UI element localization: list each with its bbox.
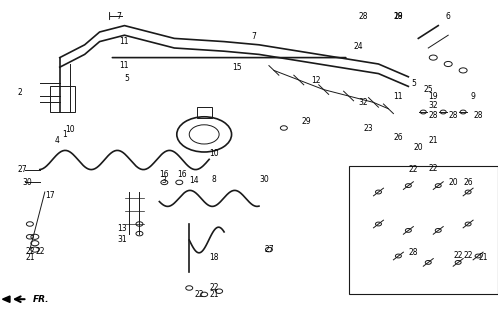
Text: 28: 28	[359, 12, 369, 20]
Bar	[50, 86, 75, 112]
Text: 15: 15	[232, 63, 242, 72]
Text: 7: 7	[251, 32, 256, 41]
Text: 2: 2	[17, 88, 22, 97]
Text: 28: 28	[393, 12, 403, 20]
Text: 10: 10	[65, 125, 75, 134]
Text: 22: 22	[428, 164, 438, 172]
Text: 24: 24	[354, 42, 364, 51]
Text: 23: 23	[364, 124, 374, 132]
Text: 8: 8	[212, 175, 217, 184]
Text: 30: 30	[259, 175, 269, 184]
Text: 22: 22	[453, 252, 463, 260]
Text: 28: 28	[448, 111, 458, 120]
Text: 22: 22	[408, 165, 418, 174]
Bar	[349, 166, 498, 294]
Text: FR.: FR.	[32, 295, 49, 304]
Text: 21: 21	[478, 253, 488, 262]
Text: 11: 11	[119, 37, 128, 46]
Text: 20: 20	[448, 178, 458, 187]
Text: 4: 4	[55, 136, 60, 145]
Text: 27: 27	[17, 165, 27, 174]
Text: 7: 7	[116, 12, 121, 21]
Text: 21: 21	[428, 136, 438, 145]
Text: 31: 31	[117, 236, 127, 244]
Text: 19: 19	[428, 92, 438, 100]
Text: 5: 5	[124, 74, 129, 83]
Text: 32: 32	[428, 101, 438, 110]
Text: 28: 28	[428, 111, 438, 120]
Text: 20: 20	[413, 143, 423, 152]
Text: 22: 22	[35, 247, 45, 256]
Text: 22: 22	[25, 247, 35, 256]
Text: 18: 18	[209, 253, 219, 262]
Text: 9: 9	[471, 92, 476, 100]
Text: 6: 6	[446, 12, 451, 20]
Text: 17: 17	[45, 191, 55, 200]
Text: 19: 19	[393, 12, 403, 20]
Text: 11: 11	[393, 92, 403, 100]
Text: 16: 16	[159, 170, 169, 179]
Text: 25: 25	[423, 85, 433, 94]
Text: 22: 22	[463, 252, 473, 260]
Text: 26: 26	[463, 178, 473, 187]
Text: 10: 10	[209, 149, 219, 158]
Text: 28: 28	[408, 248, 418, 257]
Text: 22: 22	[194, 290, 204, 299]
Text: 14: 14	[189, 176, 199, 185]
Text: 27: 27	[264, 245, 274, 254]
Text: 30: 30	[22, 178, 32, 187]
Text: 1: 1	[62, 130, 67, 139]
Text: 11: 11	[119, 61, 128, 70]
Text: 22: 22	[209, 284, 219, 292]
Text: 28: 28	[473, 111, 483, 120]
Text: 32: 32	[359, 98, 369, 107]
Text: 29: 29	[301, 117, 311, 126]
Text: 26: 26	[393, 133, 403, 142]
Text: 21: 21	[25, 253, 35, 262]
Text: 13: 13	[117, 224, 127, 233]
Text: 3: 3	[162, 176, 167, 185]
Polygon shape	[2, 296, 10, 302]
Text: 12: 12	[311, 76, 321, 84]
Bar	[197, 107, 212, 118]
Text: 16: 16	[177, 170, 187, 179]
Text: 21: 21	[209, 290, 219, 299]
Text: 5: 5	[411, 79, 416, 88]
